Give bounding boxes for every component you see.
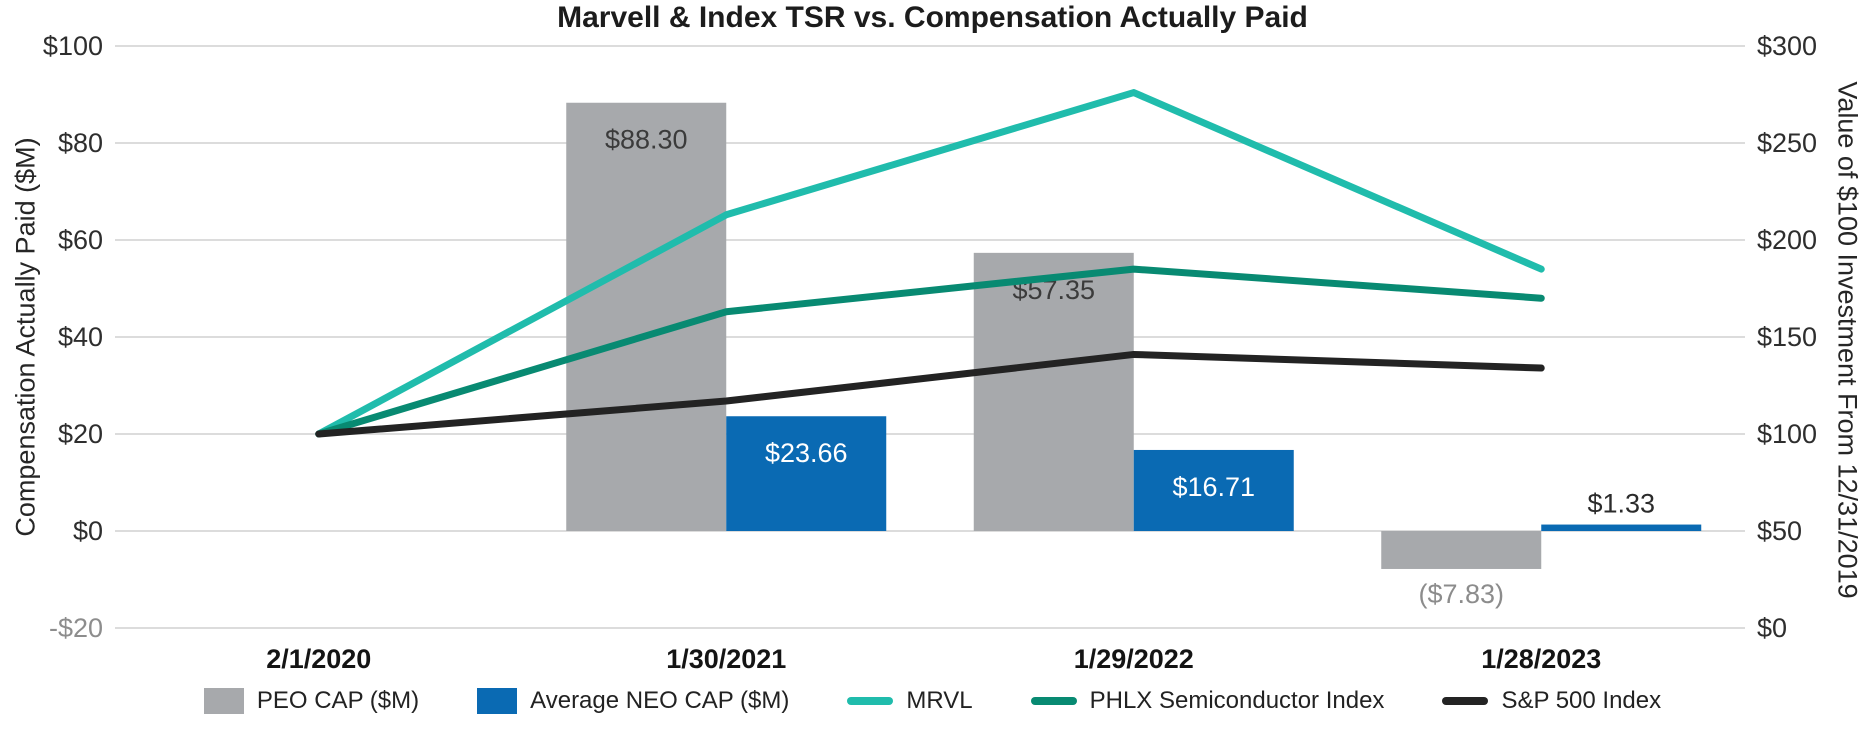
legend-item-phlx-semiconductor-index: PHLX Semiconductor Index — [1030, 687, 1385, 715]
phlx-semiconductor-index-line — [315, 265, 1545, 438]
bar-value-label: $23.66 — [765, 438, 848, 468]
legend-item-average-neo-cap-m: Average NEO CAP ($M) — [477, 687, 789, 715]
legend-item-peo-cap-m: PEO CAP ($M) — [203, 687, 420, 715]
legend-item-s-p-500-index: S&P 500 Index — [1442, 687, 1661, 715]
bar-value-label: ($7.83) — [1418, 579, 1504, 609]
right-axis-tick: $0 — [1757, 613, 1788, 643]
left-axis-tick: $20 — [57, 419, 103, 449]
peo-cap-m-swatch-icon — [203, 688, 244, 714]
legend: PEO CAP ($M) Average NEO CAP ($M) MRVL PHLX… — [0, 687, 1865, 715]
x-axis-label: 1/29/2022 — [1073, 644, 1194, 674]
legend-label: S&P 500 Index — [1501, 687, 1662, 714]
left-axis-tick: $0 — [72, 516, 103, 546]
average-neo-cap-m-swatch-icon — [477, 688, 518, 714]
left-axis-tick: $100 — [42, 31, 103, 61]
left-axis-tick: $60 — [57, 225, 103, 255]
s-p-500-index-swatch-icon — [1442, 697, 1489, 705]
right-axis-tick: $150 — [1757, 322, 1818, 352]
left-axis-tick: -$20 — [48, 613, 103, 643]
peo-cap-m-bar-1-28-2023 — [1381, 531, 1542, 569]
bar-value-label: $1.33 — [1587, 489, 1655, 519]
x-axis-label: 1/30/2021 — [666, 644, 787, 674]
right-axis-tick: $100 — [1757, 419, 1818, 449]
average-neo-cap-m-bar-1-29-2022 — [1133, 449, 1294, 531]
left-axis-tick: $80 — [57, 128, 103, 158]
bar-value-label: $16.71 — [1172, 472, 1255, 502]
mrvl-line — [315, 89, 1545, 438]
phlx-semiconductor-index-swatch-icon — [1030, 697, 1077, 705]
right-axis-tick: $50 — [1757, 516, 1803, 546]
legend-label: MRVL — [906, 687, 973, 714]
left-axis-tick: $40 — [57, 322, 103, 352]
legend-label: PHLX Semiconductor Index — [1089, 687, 1385, 714]
peo-cap-m-bar-1-29-2022 — [973, 252, 1134, 532]
right-axis-tick: $300 — [1757, 31, 1818, 61]
mrvl-swatch-icon — [847, 697, 894, 705]
average-neo-cap-m-bar-1-30-2021 — [726, 416, 887, 531]
right-axis-tick: $200 — [1757, 225, 1818, 255]
s-p-500-index-line — [315, 350, 1545, 438]
legend-item-mrvl: MRVL — [847, 687, 973, 715]
x-axis-label: 2/1/2020 — [266, 644, 372, 674]
average-neo-cap-m-bar-1-28-2023 — [1541, 524, 1702, 531]
x-axis-label: 1/28/2023 — [1481, 644, 1602, 674]
chart-title: Marvell & Index TSR vs. Compensation Act… — [557, 1, 1308, 34]
right-axis-tick: $250 — [1757, 128, 1818, 158]
bar-value-label: $88.30 — [605, 125, 688, 155]
legend-label: PEO CAP ($M) — [256, 687, 420, 714]
legend-label: Average NEO CAP ($M) — [530, 687, 790, 714]
